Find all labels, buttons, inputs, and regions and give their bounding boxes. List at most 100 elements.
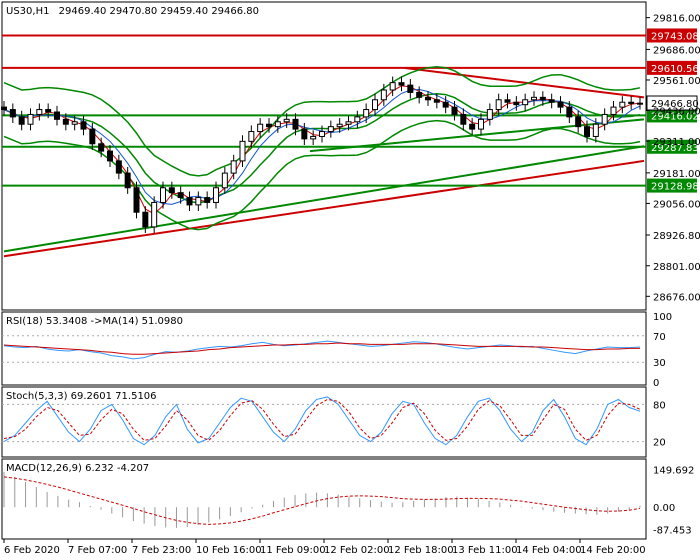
candle-body [230,160,237,174]
level-tag-3: 29287.83 [651,143,699,154]
x-tick-label: 12 Feb 18:00 [388,545,454,556]
candle-body [18,116,25,125]
ma-long-red-line [3,159,645,258]
stoch-title: Stoch(5,3,3) 69.2601 71.5106 [6,391,157,402]
candle-body [601,113,608,125]
y-tick-label: 29181.00 [653,169,700,180]
candle-body [283,118,290,123]
candle-body [416,91,423,98]
current-price-tag-bg [646,95,698,111]
axis-layer: 29743.08 29610.56 29416.02 29287.83 29128.98… [3,14,700,556]
x-tick-label: 7 Feb 23:00 [132,545,191,556]
candle-body [345,121,352,125]
level-tag-bg-1 [647,60,697,75]
candle-body [327,126,334,133]
x-tick-label: 7 Feb 07:00 [68,545,127,556]
rsi-y-tick: 100 [653,312,672,323]
candle-body [27,113,34,125]
candle-body [177,192,184,199]
level-tag-2: 29416.02 [651,111,699,122]
candle-body [513,101,520,106]
candle-body [9,109,16,118]
boll-upper-line [3,66,641,177]
candle-body [204,197,211,203]
candle-body [115,160,122,174]
level-tag-bg-3 [647,139,697,154]
rsi-series-1 [3,342,640,355]
candle-body [575,116,582,128]
candle-body [80,121,87,130]
x-tick-label: 13 Feb 11:00 [452,545,518,556]
indicator-layer [2,335,646,528]
rsi-y-tick: 0 [653,378,659,389]
y-tick-label: 29686.00 [653,45,700,56]
y-tick-label: 29561.00 [653,76,700,87]
stoch-y-tick: 80 [653,400,666,411]
y-tick-label: 29311.00 [653,137,700,148]
candle-body [45,109,52,113]
ma-long-green-line [3,145,645,253]
candle-body [495,99,502,111]
level-tag-bg-0 [647,28,697,43]
candle-body [504,99,511,103]
y-tick-label: 29436.00 [653,107,700,118]
x-tick-label: 14 Feb 04:00 [516,545,582,556]
symbol-title: US30,H1 [6,6,49,17]
macd-y-tick: 149.692 [653,465,694,476]
candle-body [1,106,7,111]
level-tag-bg-2 [647,108,697,123]
main-title: US30,H1 29469.40 29470.80 29459.40 29466… [6,6,259,17]
level-tag-1: 29610.56 [651,64,699,75]
x-tick-label: 10 Feb 16:00 [196,545,262,556]
candle-body [257,123,264,133]
candle-body [354,116,361,123]
y-tick-label: 29056.00 [653,199,700,210]
candle-body [433,99,440,103]
candle-body [451,106,458,115]
candle-body [107,150,113,162]
x-tick-label: 14 Feb 20:00 [580,545,646,556]
candle-body [266,123,272,128]
candle-body [592,123,599,137]
rsi-y-tick: 70 [653,332,666,343]
rsi-panel-frame [1,311,647,386]
macd-signal-line [3,476,641,525]
macd-panel-frame [1,458,647,540]
candle-body [186,197,193,206]
candle-body [531,96,537,101]
candle-body [319,131,325,137]
price-layer [1,34,646,258]
candle-body [548,99,555,103]
x-tick-label: 11 Feb 09:00 [260,545,326,556]
candle-body [389,82,396,91]
ohlc-values: 29469.40 29470.80 29459.40 29466.80 [59,6,259,17]
y-tick-label: 28801.00 [653,262,700,273]
candle-body [478,118,484,130]
candle-body [425,96,431,101]
current-price-tag: 29466.80 [651,99,699,110]
candle-body [239,140,246,162]
level-tag-4: 29128.98 [651,182,699,193]
candle-body [380,89,387,101]
stoch-signal-line [3,398,641,441]
candle-body [363,109,370,118]
candle-body [98,143,105,152]
x-tick-label: 6 Feb 2020 [4,545,60,556]
candle-body [248,131,255,142]
candle-body [160,187,166,203]
candle-body [442,101,449,108]
candle-body [221,172,228,189]
rsi-title: RSI(18) 53.3408 ->MA(14) 51.0980 [6,316,183,327]
candle-body [195,197,202,206]
candle-body [36,109,43,115]
candle-body [566,106,573,118]
candle-body [637,102,643,105]
macd-y-tick: -87.453 [653,525,692,536]
candle-body [584,126,590,137]
candle-body [398,82,405,86]
candle-body [610,106,617,115]
candle-body [539,96,546,101]
candle-body [407,84,414,93]
candle-body [292,118,299,130]
